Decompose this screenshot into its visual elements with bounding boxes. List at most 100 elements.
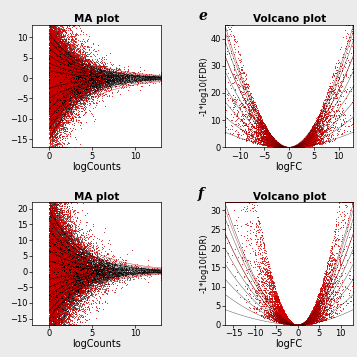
Point — [298, 322, 304, 327]
Point — [54, 67, 59, 73]
Point — [321, 139, 327, 145]
Point — [50, 221, 55, 226]
Point — [47, 282, 53, 287]
Point — [326, 315, 332, 320]
Point — [50, 104, 56, 110]
Point — [272, 141, 278, 146]
Point — [56, 87, 62, 92]
Point — [49, 259, 55, 265]
Point — [63, 88, 69, 94]
Point — [92, 265, 98, 270]
Point — [293, 322, 299, 328]
Point — [87, 261, 93, 266]
Point — [290, 144, 295, 150]
Point — [54, 62, 59, 68]
Point — [272, 138, 278, 144]
Point — [124, 281, 130, 287]
Point — [302, 142, 307, 148]
Point — [297, 322, 302, 328]
Point — [296, 322, 301, 328]
Point — [50, 59, 56, 64]
Point — [282, 144, 288, 150]
Point — [55, 268, 61, 274]
Point — [112, 266, 118, 272]
Point — [286, 145, 292, 150]
Point — [73, 242, 79, 248]
Point — [54, 67, 59, 73]
Point — [80, 80, 86, 86]
Point — [47, 78, 53, 84]
Point — [300, 141, 306, 146]
Point — [100, 93, 105, 99]
Point — [56, 287, 62, 293]
Point — [71, 270, 77, 276]
Point — [56, 54, 62, 60]
Point — [292, 322, 298, 328]
Point — [293, 322, 298, 328]
Point — [59, 243, 64, 249]
Point — [285, 145, 291, 150]
Point — [281, 144, 287, 150]
Point — [54, 75, 59, 81]
Point — [80, 101, 86, 107]
Point — [99, 273, 104, 279]
Point — [295, 322, 301, 328]
Point — [53, 34, 59, 40]
Point — [52, 61, 58, 67]
Point — [55, 49, 61, 54]
Point — [289, 144, 295, 150]
Point — [57, 54, 63, 60]
Point — [285, 145, 291, 150]
Point — [294, 322, 300, 328]
Point — [103, 261, 109, 267]
Point — [296, 322, 301, 328]
Point — [279, 142, 285, 148]
Point — [58, 56, 64, 62]
Point — [300, 321, 306, 327]
Point — [286, 145, 292, 150]
Point — [297, 322, 303, 328]
Point — [82, 275, 88, 281]
Point — [55, 74, 60, 80]
Point — [298, 322, 304, 327]
Point — [286, 145, 291, 150]
Point — [63, 312, 69, 318]
Point — [287, 145, 292, 150]
Point — [283, 144, 289, 150]
Point — [52, 62, 58, 67]
Point — [48, 298, 54, 303]
Point — [347, 200, 353, 205]
Point — [60, 67, 65, 72]
Point — [290, 322, 296, 327]
Point — [76, 73, 81, 79]
Point — [282, 144, 288, 150]
Point — [68, 277, 74, 283]
Point — [296, 322, 302, 328]
Point — [300, 322, 306, 327]
Point — [94, 285, 100, 290]
Point — [57, 230, 62, 236]
Point — [299, 322, 305, 327]
Point — [246, 200, 252, 205]
Point — [57, 40, 62, 46]
Point — [63, 60, 69, 66]
Point — [67, 80, 72, 86]
Point — [287, 145, 293, 150]
Point — [122, 75, 127, 81]
Point — [58, 251, 64, 256]
Point — [64, 71, 70, 77]
Point — [55, 52, 61, 57]
Point — [281, 144, 286, 150]
Point — [67, 83, 73, 89]
Point — [51, 297, 56, 303]
Point — [66, 302, 72, 308]
Point — [289, 145, 295, 150]
Point — [59, 102, 65, 107]
Point — [57, 287, 63, 293]
Point — [292, 322, 298, 327]
Point — [300, 321, 306, 327]
Point — [88, 262, 94, 268]
Point — [285, 145, 290, 150]
Point — [297, 322, 303, 328]
Point — [295, 322, 300, 328]
